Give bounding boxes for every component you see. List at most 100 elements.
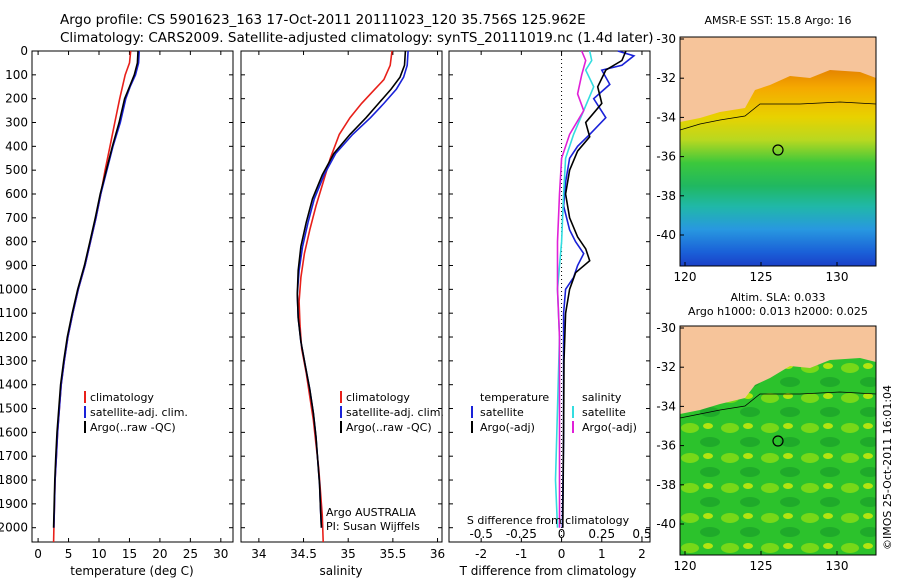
depth-contour xyxy=(680,101,876,131)
legend-temp-satellite: satellite xyxy=(480,406,524,419)
temperature-axis-label: temperature (deg C) xyxy=(70,564,193,578)
series-line-argo-raw-qc xyxy=(296,50,407,528)
sst-map-frame xyxy=(679,36,877,267)
lon-tick-label: 130 xyxy=(826,270,849,284)
temperature-x-axis: 0 5 10 15 20 25 30 xyxy=(34,51,228,561)
lat-tick-label: -38 xyxy=(656,478,676,492)
sla-lat-ticks: -30 -32 -34 -36 -38 -40 xyxy=(656,321,684,531)
depth-tick-label: 1100 xyxy=(0,306,28,320)
series-line-temperature-argo-adj xyxy=(562,50,627,528)
depth-tick-label: 1200 xyxy=(0,330,28,344)
depth-tick-label: 1800 xyxy=(0,473,28,487)
lat-tick-label: -40 xyxy=(656,228,676,242)
depth-tick-label: 700 xyxy=(5,211,28,225)
x-tick-label: 5 xyxy=(65,547,73,561)
depth-tick-label: 1400 xyxy=(0,378,28,392)
x-tick-label: 15 xyxy=(122,547,137,561)
salinity-axis-label: salinity xyxy=(319,564,362,578)
sla-map-title-2: Argo h1000: 0.013 h2000: 0.025 xyxy=(688,305,868,318)
series-line-temperature-satellite xyxy=(561,50,636,528)
lat-tick-label: -32 xyxy=(656,360,676,374)
sla-map-title-1: Altim. SLA: 0.033 xyxy=(730,291,825,304)
depth-tick-label: 1700 xyxy=(0,449,28,463)
difference-x-axis: -2 -1 0 1 2 xyxy=(475,51,646,561)
lat-tick-label: -34 xyxy=(656,399,676,413)
legend-argo: Argo(..raw -QC) xyxy=(346,421,432,434)
s-difference-tick-label: -0.5 xyxy=(469,527,492,541)
s-difference-ticks: -0.5 -0.25 0 0.25 0.5 xyxy=(469,527,651,541)
depth-tick-label: 500 xyxy=(5,163,28,177)
lat-tick-label: -30 xyxy=(656,32,676,46)
argo-pi-label: PI: Susan Wijffels xyxy=(326,520,420,533)
legend-argo: Argo(..raw -QC) xyxy=(90,421,176,434)
x-tick-label: 30 xyxy=(213,547,228,561)
lat-tick-label: -34 xyxy=(656,110,676,124)
lat-tick-label: -30 xyxy=(656,321,676,335)
depth-axis: 0 100 200 300 400 500 600 700 800 900 1000 1100 1200… xyxy=(0,44,650,535)
difference-panel-frame xyxy=(448,50,651,543)
x-tick-label: 2 xyxy=(638,547,646,561)
lon-tick-label: 130 xyxy=(826,559,849,573)
depth-tick-label: 0 xyxy=(20,44,28,58)
land-mask xyxy=(680,326,876,414)
lat-tick-label: -36 xyxy=(656,439,676,453)
legend-satellite: satellite-adj. clim. xyxy=(346,406,444,419)
temperature-legend: climatology satellite-adj. clim. Argo(..… xyxy=(84,391,188,434)
depth-tick-label: 300 xyxy=(5,116,28,130)
temperature-panel-frame xyxy=(31,50,234,543)
depth-tick-label: 1300 xyxy=(0,354,28,368)
x-tick-label: 35 xyxy=(341,547,356,561)
x-tick-label: 35.5 xyxy=(380,547,407,561)
legend-climatology: climatology xyxy=(90,391,154,404)
temperature-series-group xyxy=(52,50,140,543)
difference-series-group xyxy=(554,50,636,528)
x-tick-label: 0 xyxy=(558,547,566,561)
footer-stamp: ©IMOS 25-Oct-2011 16:01:04 xyxy=(881,385,894,550)
depth-tick-label: 1900 xyxy=(0,497,28,511)
x-tick-label: 25 xyxy=(183,547,198,561)
x-tick-label: 0 xyxy=(34,547,42,561)
sst-map: AMSR-E SST: 15.8 Argo: 16 -30-32-34-36-3… xyxy=(656,14,877,284)
salinity-series-group xyxy=(296,50,409,543)
depth-tick-label: 100 xyxy=(5,68,28,82)
s-difference-tick-label: -0.25 xyxy=(506,527,537,541)
legend-temp-argo: Argo(-adj) xyxy=(480,421,535,434)
x-tick-label: 1 xyxy=(598,547,606,561)
salinity-panel-frame xyxy=(240,50,443,543)
depth-tick-label: 1000 xyxy=(0,282,28,296)
depth-tick-label: 2000 xyxy=(0,521,28,535)
lat-tick-label: -40 xyxy=(656,517,676,531)
s-difference-tick-label: 0 xyxy=(558,527,566,541)
argo-location-marker xyxy=(772,144,784,156)
s-difference-tick-label: 0.5 xyxy=(632,527,651,541)
difference-axis-label: T difference from climatology xyxy=(459,564,637,578)
sla-map-frame xyxy=(679,325,877,556)
x-tick-label: -1 xyxy=(515,547,527,561)
legend-climatology: climatology xyxy=(346,391,410,404)
sst-lon-ticks: 120 125 130 xyxy=(674,262,849,284)
x-tick-label: 10 xyxy=(91,547,106,561)
legend-salinity-heading: salinity xyxy=(582,391,622,404)
x-tick-label: 34 xyxy=(251,547,266,561)
x-tick-label: 34.5 xyxy=(290,547,317,561)
depth-tick-label: 800 xyxy=(5,235,28,249)
s-difference-tick-label: 0.25 xyxy=(588,527,615,541)
header-line-2: Climatology: CARS2009. Satellite-adjuste… xyxy=(60,30,653,46)
lat-tick-label: -38 xyxy=(656,189,676,203)
lon-tick-label: 125 xyxy=(750,559,773,573)
lat-tick-label: -36 xyxy=(656,150,676,164)
series-line-salinity-argo-adj xyxy=(556,50,587,528)
difference-legend: temperature satellite Argo(-adj) salinit… xyxy=(467,391,637,527)
land-mask xyxy=(680,37,876,122)
legend-sal-satellite: satellite xyxy=(582,406,626,419)
lon-tick-label: 125 xyxy=(750,270,773,284)
salinity-legend: climatology satellite-adj. clim. Argo(..… xyxy=(326,391,444,533)
legend-temperature-heading: temperature xyxy=(480,391,549,404)
depth-contour xyxy=(680,391,876,419)
depth-tick-label: 400 xyxy=(5,139,28,153)
x-tick-label: -2 xyxy=(475,547,487,561)
depth-tick-label: 1500 xyxy=(0,402,28,416)
sst-map-title: AMSR-E SST: 15.8 Argo: 16 xyxy=(704,14,851,27)
salinity-x-axis: 34 34.5 35 35.5 36 xyxy=(251,51,445,561)
legend-sal-argo: Argo(-adj) xyxy=(582,421,637,434)
